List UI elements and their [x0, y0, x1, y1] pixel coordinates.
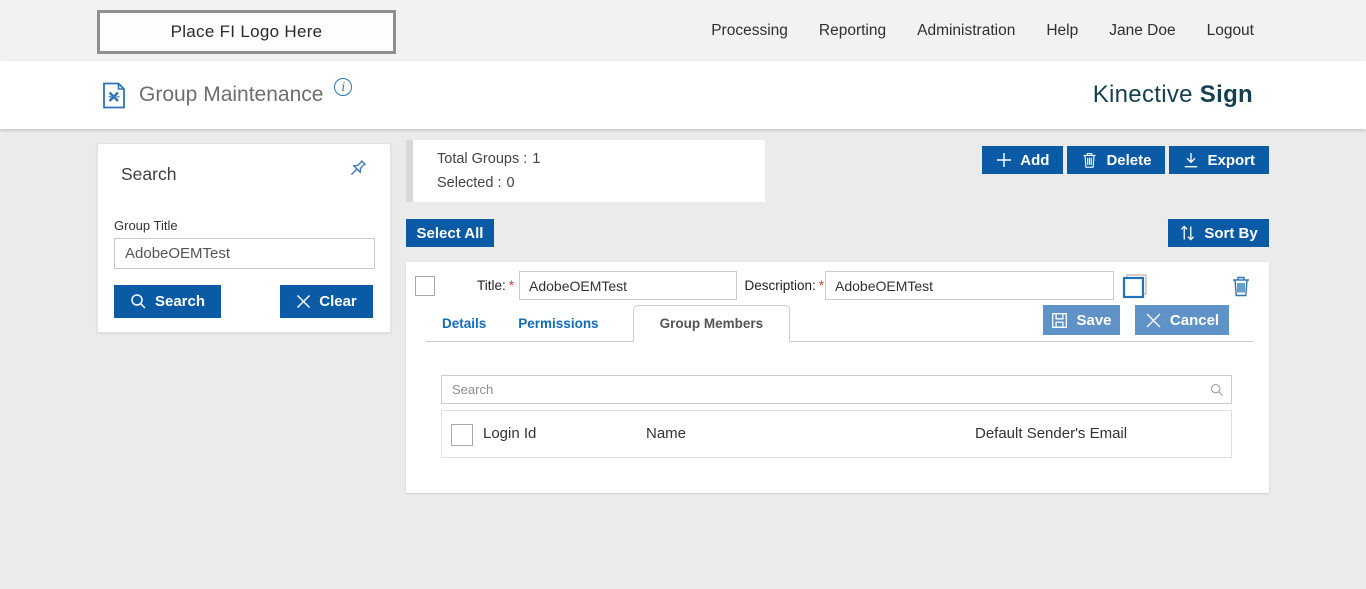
- close-icon: [1146, 313, 1161, 327]
- search-button-label: Search: [154, 293, 206, 310]
- fi-logo-text: Place FI Logo Here: [170, 22, 323, 41]
- search-panel: Search Group Title Search Clear: [97, 143, 391, 333]
- member-search-input[interactable]: [441, 375, 1232, 404]
- search-button[interactable]: Search: [114, 285, 221, 318]
- row-trash-icon[interactable]: [1230, 273, 1252, 304]
- brand-name: Kinective: [1092, 81, 1193, 108]
- top-navigation: Processing Reporting Administration Help…: [711, 0, 1254, 61]
- nav-item-administration[interactable]: Administration: [917, 21, 1016, 39]
- page-header-left: Group Maintenance i: [100, 61, 353, 129]
- stats-box: Total Groups : 1 Selected : 0: [413, 140, 765, 202]
- copy-icon[interactable]: [1120, 271, 1150, 306]
- title-required-marker: *: [508, 278, 514, 293]
- close-icon: [297, 294, 311, 309]
- tab-group-members[interactable]: Group Members: [632, 305, 791, 342]
- nav-item-help[interactable]: Help: [1046, 21, 1079, 39]
- search-icon: [1210, 383, 1224, 397]
- selected-label: Selected :: [437, 175, 502, 191]
- sort-by-label: Sort By: [1204, 224, 1258, 242]
- select-all-label: Select All: [416, 224, 484, 242]
- group-actions: Add Delete Export: [982, 146, 1269, 174]
- delete-button[interactable]: Delete: [1067, 146, 1166, 174]
- groups-scrollbar[interactable]: [406, 140, 413, 202]
- add-button-label: Add: [1020, 151, 1050, 169]
- tab-divider: [426, 341, 1253, 342]
- tab-permissions[interactable]: Permissions: [518, 316, 599, 331]
- group-title-label: Group Title: [114, 218, 178, 233]
- group-row-checkbox[interactable]: [415, 276, 435, 296]
- column-name: Name: [646, 425, 687, 442]
- title-label: Title: *: [444, 278, 514, 293]
- cancel-button[interactable]: Cancel: [1135, 305, 1229, 335]
- save-button-label: Save: [1076, 311, 1112, 329]
- total-groups-line: Total Groups : 1: [437, 151, 540, 167]
- description-input[interactable]: [825, 271, 1114, 300]
- trash-icon: [1083, 153, 1096, 168]
- selected-line: Selected : 0: [437, 175, 515, 191]
- column-default-senders-email: Default Sender's Email: [975, 425, 1128, 442]
- total-groups-label: Total Groups :: [437, 151, 528, 167]
- title-input[interactable]: [519, 271, 737, 300]
- nav-item-reporting[interactable]: Reporting: [818, 21, 887, 39]
- member-search: [441, 375, 1232, 404]
- save-icon: [1052, 312, 1068, 328]
- clear-button[interactable]: Clear: [280, 285, 373, 318]
- save-button[interactable]: Save: [1043, 305, 1120, 335]
- add-button[interactable]: Add: [982, 146, 1064, 174]
- brand-logo: Kinective Sign: [1093, 61, 1253, 129]
- page-header: Group Maintenance i Kinective Sign: [0, 61, 1366, 129]
- nav-item-processing[interactable]: Processing: [711, 21, 788, 39]
- selected-value: 0: [506, 175, 515, 191]
- tab-details[interactable]: Details: [442, 316, 487, 331]
- sort-by-button[interactable]: Sort By: [1168, 219, 1269, 247]
- group-title-input[interactable]: [114, 238, 375, 269]
- download-icon: [1185, 152, 1198, 167]
- description-label-text: Description:: [744, 278, 816, 293]
- clear-button-label: Clear: [319, 293, 357, 310]
- search-icon: [131, 294, 146, 309]
- cancel-button-label: Cancel: [1169, 311, 1220, 329]
- group-tabs: Details Permissions Group Members: [426, 305, 791, 342]
- group-row-card: Title:* Description:* Details Permission…: [406, 262, 1269, 493]
- top-bar: Place FI Logo Here Processing Reporting …: [0, 0, 1366, 61]
- description-label: Description: *: [742, 278, 824, 293]
- brand-product: Sign: [1199, 81, 1253, 108]
- page-title: Group Maintenance: [139, 83, 324, 106]
- members-table-header: Login Id Name Default Sender's Email: [441, 410, 1232, 458]
- members-select-all-checkbox[interactable]: [451, 424, 473, 446]
- title-label-text: Title:: [476, 278, 506, 293]
- export-button[interactable]: Export: [1169, 146, 1269, 174]
- fi-logo-placeholder: Place FI Logo Here: [97, 10, 396, 54]
- sort-icon: [1181, 225, 1195, 241]
- info-icon[interactable]: i: [334, 78, 353, 96]
- group-maintenance-icon: [100, 81, 128, 110]
- plus-icon: [997, 153, 1012, 167]
- search-panel-title: Search: [121, 164, 177, 184]
- pin-icon[interactable]: [344, 156, 370, 187]
- nav-item-logout[interactable]: Logout: [1206, 21, 1254, 39]
- select-all-button[interactable]: Select All: [406, 219, 494, 247]
- description-required-marker: *: [818, 278, 824, 293]
- export-button-label: Export: [1207, 151, 1255, 169]
- total-groups-value: 1: [532, 151, 541, 167]
- column-login-id: Login Id: [483, 425, 537, 442]
- nav-item-user[interactable]: Jane Doe: [1109, 21, 1176, 39]
- delete-button-label: Delete: [1106, 151, 1152, 169]
